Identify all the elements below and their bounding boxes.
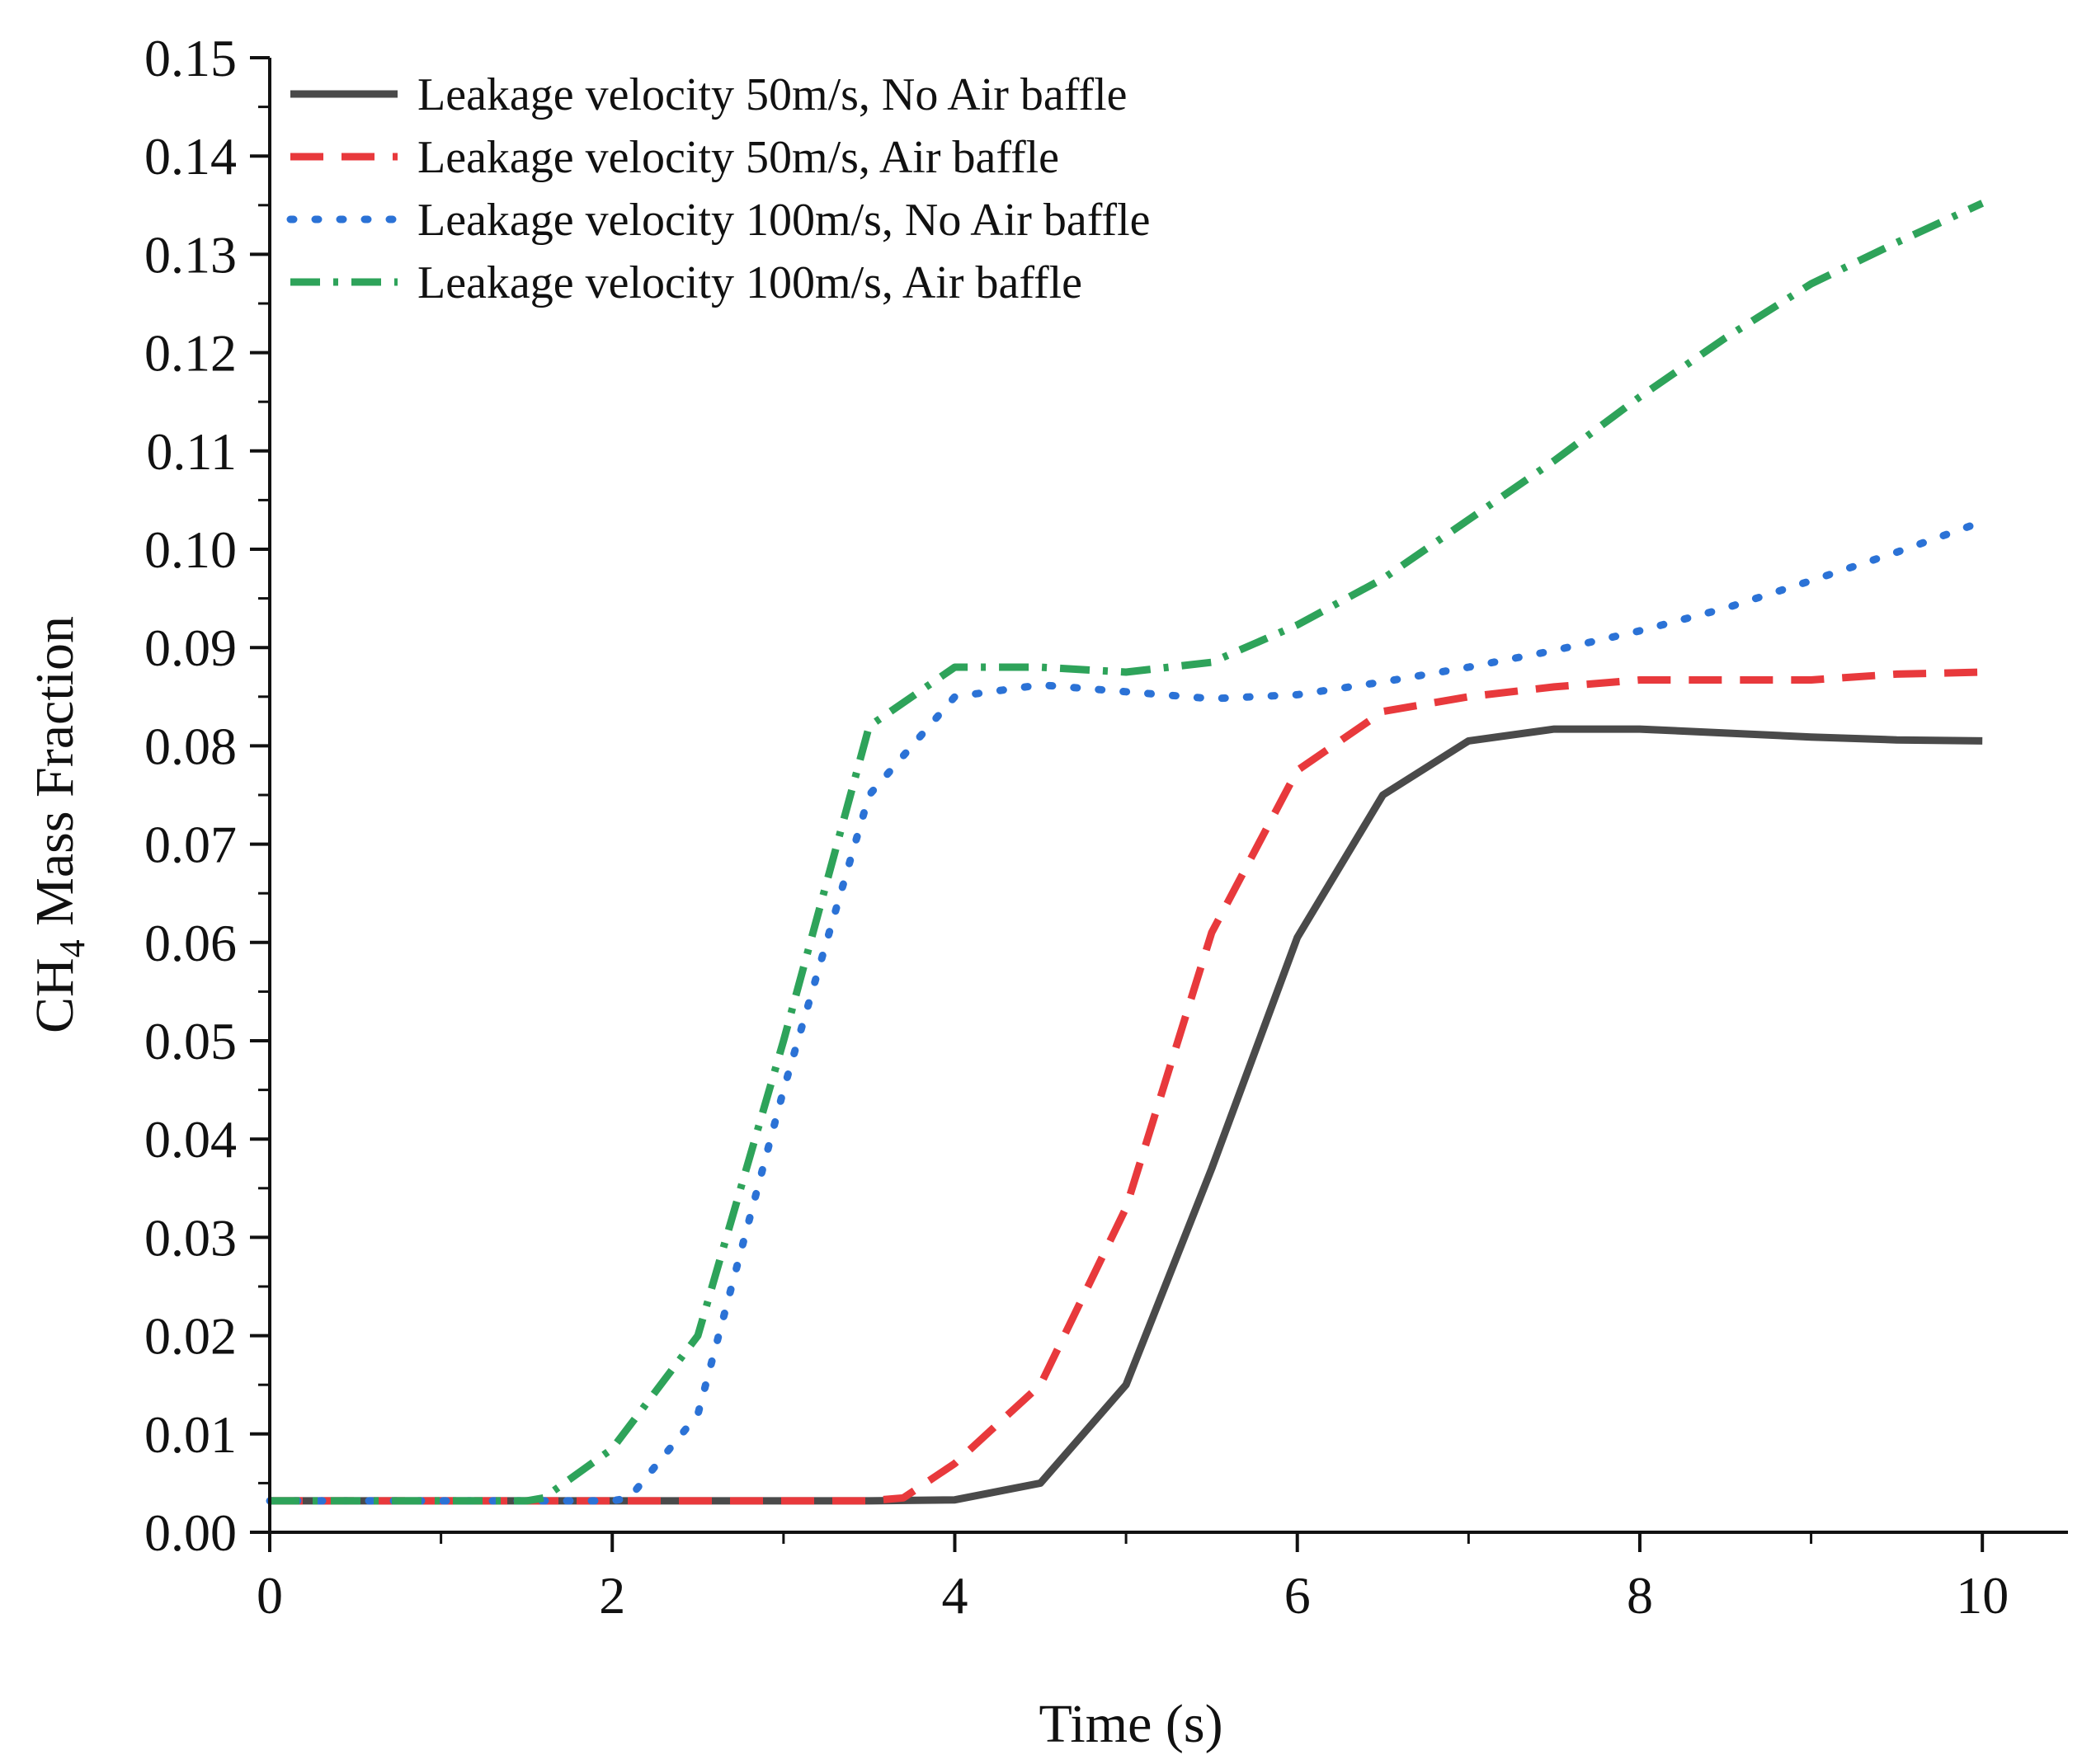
y-tick-label: 0.00	[144, 1503, 237, 1562]
series-layer	[266, 200, 1986, 1505]
y-tick-label: 0.11	[146, 422, 237, 481]
y-tick-label: 0.04	[144, 1110, 237, 1169]
y-tick-label: 0.12	[144, 324, 237, 383]
series-line-3	[266, 518, 1986, 1505]
y-tick-label: 0.08	[144, 717, 237, 775]
y-tick-label: 0.14	[144, 127, 237, 186]
x-axis-title: Time (s)	[1039, 1694, 1222, 1754]
legend: Leakage velocity 50m/s, No Air baffle Lea…	[286, 69, 1150, 308]
x-tick-label: 2	[599, 1566, 625, 1625]
x-tick-label: 0	[257, 1566, 283, 1625]
y-tick-label: 0.09	[144, 619, 237, 677]
legend-label-3: Leakage velocity 100m/s, No Air baffle	[417, 195, 1150, 246]
x-tick-label: 4	[941, 1566, 968, 1625]
ticks-layer: 0 2 4 6 8 10 0.00 0.01 0.02 0.03 0.04 0.05 0.06 0.07 0…	[144, 29, 2009, 1625]
y-tick-label: 0.15	[144, 29, 237, 87]
y-tick-label: 0.03	[144, 1208, 237, 1267]
y-axis-title-subscript: 4	[52, 939, 92, 957]
y-tick-label: 0.07	[144, 816, 237, 874]
y-tick-label: 0.01	[144, 1405, 237, 1464]
x-tick-label: 6	[1284, 1566, 1311, 1625]
y-tick-label: 0.06	[144, 914, 237, 972]
legend-label-2: Leakage velocity 50m/s, Air baffle	[417, 132, 1059, 183]
y-tick-label: 0.10	[144, 520, 237, 579]
y-axis-title-main: CH	[25, 957, 85, 1033]
y-axis-title-rest: Mass Fraction	[25, 616, 85, 939]
x-tick-label: 8	[1627, 1566, 1653, 1625]
legend-label-4: Leakage velocity 100m/s, Air baffle	[417, 257, 1082, 308]
y-axis-title: CH4 Mass Fraction	[25, 616, 92, 1033]
y-tick-label: 0.13	[144, 225, 237, 284]
x-tick-label: 10	[1956, 1566, 2009, 1625]
series-line-4	[270, 200, 1985, 1505]
y-tick-label: 0.05	[144, 1012, 237, 1070]
y-tick-label: 0.02	[144, 1307, 237, 1366]
legend-label-1: Leakage velocity 50m/s, No Air baffle	[417, 69, 1127, 120]
